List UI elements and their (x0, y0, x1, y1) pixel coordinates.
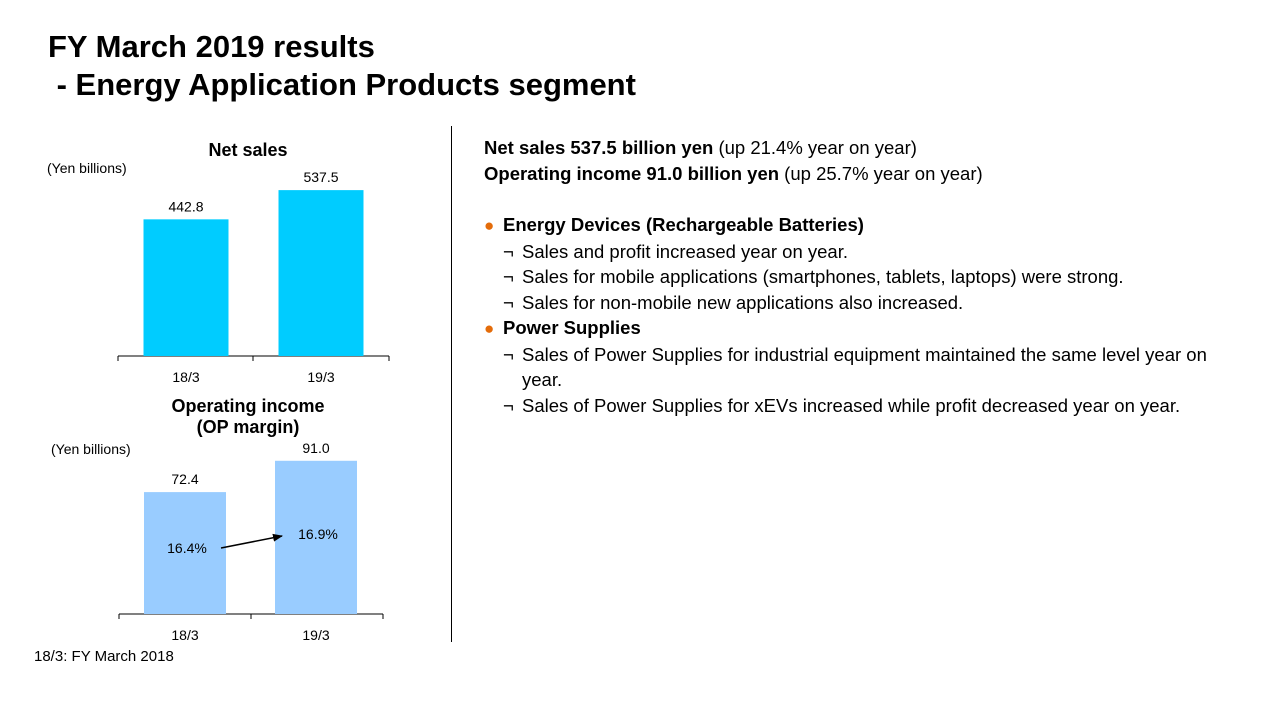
sub-bullet-text: Sales of Power Supplies for xEVs increas… (522, 394, 1181, 416)
x-tick-label: 18/3 (172, 369, 199, 385)
bullet-dot-icon: ● (484, 319, 495, 338)
sub-bullet-item: ¬ Sales for mobile applications (smartpho… (484, 264, 1244, 290)
net-sales-chart-title: Net sales (208, 140, 288, 160)
summary-net-sales: Net sales 537.5 billion yen (up 21.4% ye… (484, 135, 983, 161)
sub-bullet-mark-icon: ¬ (503, 394, 514, 416)
summary-net-sales-rest: (up 21.4% year on year) (713, 137, 917, 158)
op-income-chart-title: Operating income (OP margin) (148, 396, 348, 438)
footnote: 18/3: FY March 2018 (34, 648, 174, 665)
sub-bullet-text: Sales for mobile applications (smartphon… (522, 266, 1124, 287)
bullet-heading-power-supplies: Power Supplies (503, 317, 641, 338)
summary-op-income: Operating income 91.0 billion yen (up 25… (484, 161, 983, 187)
op-income-chart: 72.4 18/3 91.0 19/3 16.4% 16.9% (118, 440, 384, 643)
op-income-unit: (Yen billions) (51, 441, 131, 457)
sub-bullet-item: ¬ Sales of Power Supplies for xEVs increa… (484, 393, 1244, 419)
vertical-divider (451, 126, 452, 642)
page-title: FY March 2019 results - Energy Applicati… (48, 28, 636, 104)
margin-arrow-icon (220, 533, 283, 549)
bar-18-3 (144, 492, 226, 614)
bar-19-3 (278, 190, 364, 356)
sub-bullet-mark-icon: ¬ (503, 343, 514, 365)
sub-bullet-item: ¬ Sales of Power Supplies for industrial … (484, 342, 1244, 393)
sub-bullet-text: Sales for non-mobile new applications al… (522, 291, 964, 313)
summary-op-income-rest: (up 25.7% year on year) (779, 162, 983, 184)
net-sales-chart: 442.8 18/3 537.5 19/3 (117, 169, 390, 385)
x-tick-label: 19/3 (307, 369, 334, 385)
x-tick-label: 19/3 (302, 627, 329, 643)
title-line-2: - Energy Application Products segment (48, 67, 636, 102)
summary: Net sales 537.5 billion yen (up 21.4% ye… (484, 135, 983, 186)
bullet-energy-devices: ● Energy Devices (Rechargeable Batteries… (484, 212, 1244, 239)
charts-svg: 442.8 18/3 537.5 19/3 72.4 18/3 91.0 19/3 16.4%… (117, 169, 390, 643)
bar-value-label: 442.8 (168, 198, 203, 214)
bar-value-label: 91.0 (302, 440, 329, 456)
sub-bullet-text: Sales and profit increased year on year. (522, 240, 848, 262)
summary-net-sales-bold: Net sales 537.5 billion yen (484, 137, 714, 158)
bullet-heading-energy-devices: Energy Devices (Rechargeable Batteries) (503, 214, 864, 235)
power-supplies-subitems: ¬ Sales of Power Supplies for industrial … (484, 342, 1244, 419)
op-margin-label: 16.4% (167, 540, 207, 556)
op-income-title-line2: (OP margin) (196, 417, 300, 437)
bullet-power-supplies: ● Power Supplies (484, 315, 1244, 342)
sub-bullet-text: Sales of Power Supplies for industrial e… (522, 343, 1207, 391)
bar-value-label: 537.5 (303, 169, 338, 185)
sub-bullet-item: ¬ Sales for non-mobile new applications a… (484, 290, 1244, 316)
summary-op-income-bold: Operating income 91.0 billion yen (484, 162, 780, 184)
energy-devices-subitems: ¬ Sales and profit increased year on year… (484, 239, 1244, 316)
op-margin-label: 16.9% (298, 526, 338, 542)
sub-bullet-mark-icon: ¬ (503, 266, 514, 287)
x-tick-label: 18/3 (171, 627, 198, 643)
bar-19-3 (275, 460, 357, 614)
bar-value-label: 72.4 (171, 471, 198, 487)
bullet-list: ● Energy Devices (Rechargeable Batteries… (484, 212, 1244, 418)
sub-bullet-item: ¬ Sales and profit increased year on year… (484, 239, 1244, 265)
title-line-1: FY March 2019 results (48, 29, 375, 64)
net-sales-unit: (Yen billions) (47, 160, 127, 176)
bar-18-3 (143, 219, 229, 356)
sub-bullet-mark-icon: ¬ (503, 291, 514, 313)
op-income-title-line1: Operating income (171, 396, 325, 416)
sub-bullet-mark-icon: ¬ (503, 240, 514, 262)
bullet-dot-icon: ● (484, 216, 495, 235)
